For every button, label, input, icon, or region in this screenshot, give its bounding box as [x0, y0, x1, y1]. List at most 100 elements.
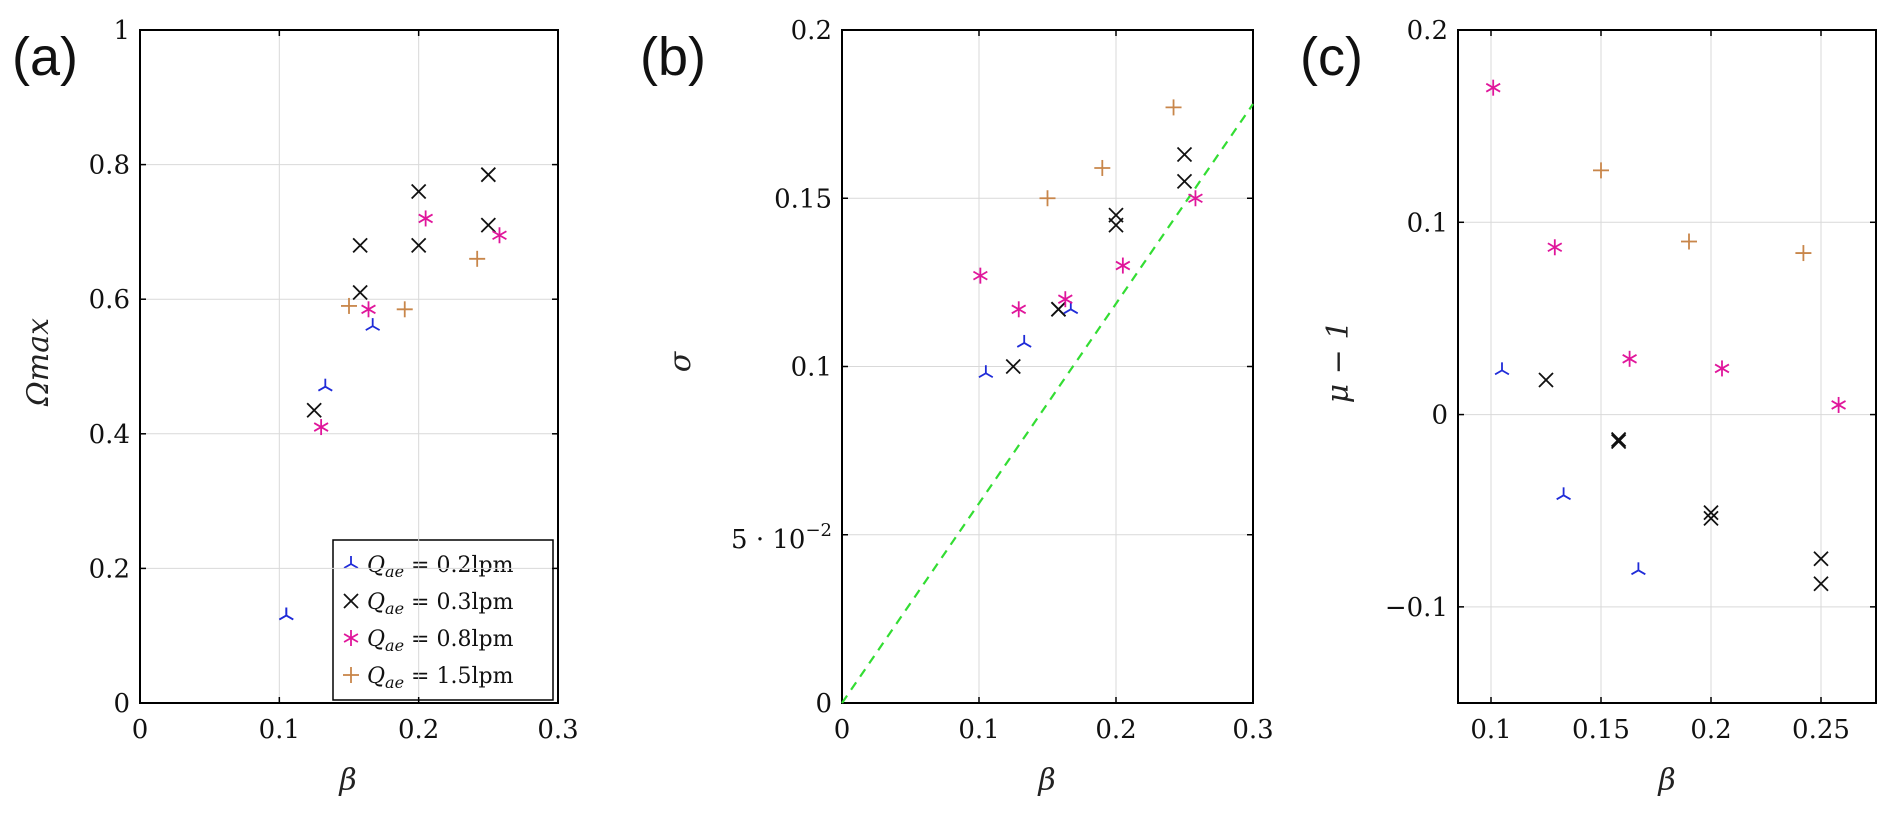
- panel-a-frame: [139, 29, 559, 704]
- panel-a-series-s15: [341, 250, 486, 318]
- panel-a-point-s15-1: [396, 301, 413, 318]
- panel-b: (b) β σ 0 0.1 0.2 0.3 0 5 · 10−2 0.1 0.15 0.2: [640, 16, 1274, 798]
- panel-b-series-s15: [1039, 99, 1182, 207]
- panel-c-point-s02-1: [1556, 487, 1571, 501]
- panel-a-legend-entry-s03: Qae = 0.3lpm: [367, 590, 514, 618]
- panel-c-ytick-label: 0: [1431, 401, 1448, 431]
- panel-c-point-s02-0: [1494, 362, 1510, 376]
- panel-a-legend-entry-s02: Qae = 0.2lpm: [367, 553, 514, 581]
- panel-c-series-s08: [1485, 79, 1846, 413]
- panel-a-point-s08-2: [418, 210, 434, 227]
- panel-a-series-s03: [306, 167, 496, 418]
- panel-b-point-s03-5: [1176, 173, 1193, 190]
- panel-b-point-s08-4: [1188, 190, 1203, 207]
- panel-b-ytick-label: 5 · 10−2: [731, 520, 832, 555]
- panel-c-point-s15-2: [1795, 245, 1812, 262]
- panel-c-grid: [1458, 29, 1876, 703]
- panel-a-ytick-label: 1: [113, 16, 130, 46]
- panel-c-xtick-label: 0.2: [1690, 715, 1731, 745]
- panel-b-point-s15-2: [1165, 99, 1182, 116]
- panel-a-point-s02-1: [317, 378, 333, 392]
- panel-b-point-s03-2: [1050, 301, 1067, 317]
- panel-a-ytick-label: 0: [113, 689, 130, 719]
- panel-a-ytick-label: 0.6: [89, 285, 130, 315]
- panel-b-ytick-label: 0.1: [791, 353, 832, 383]
- panel-a-legend-marker-s08-2: [343, 630, 359, 646]
- panel-a-point-s03-0: [306, 402, 322, 418]
- panel-b-xtick-label: 0.3: [1232, 715, 1273, 745]
- panel-c-xtick-label: 0.15: [1572, 715, 1630, 745]
- panel-c-point-s08-1: [1547, 239, 1563, 256]
- panel-a-xtick-label: 0.2: [398, 715, 439, 745]
- panel-b-xlabel: β: [1037, 763, 1055, 798]
- panel-c-xtick-label: 0.25: [1792, 715, 1850, 745]
- panel-a-point-s03-3: [411, 237, 427, 253]
- panel-c-ytick-label: 0.2: [1407, 16, 1448, 46]
- panel-a-xtick-label: 0: [132, 715, 149, 745]
- panel-b-ylabel: σ: [663, 350, 698, 372]
- panel-a-point-s02-2: [365, 318, 381, 331]
- panel-a-label: (a): [12, 27, 78, 87]
- panel-c-frame: [1457, 29, 1877, 704]
- panel-a-series-s08: [313, 210, 507, 436]
- panel-a-point-s03-4: [411, 183, 427, 200]
- panel-b-point-s03-6: [1176, 146, 1193, 163]
- panel-b-point-s03-4: [1108, 207, 1124, 223]
- panel-b-point-s08-1: [1011, 301, 1027, 318]
- panel-c-series-s15: [1593, 162, 1812, 262]
- panel-a-point-s02-3: [278, 607, 294, 621]
- panel-c-ytick-label: 0.1: [1407, 208, 1448, 238]
- panel-c-point-s08-3: [1714, 360, 1730, 377]
- panel-b-xtick-label: 0: [834, 715, 851, 745]
- panel-a-ytick-label: 0.8: [89, 151, 130, 181]
- panel-b-label: (b): [640, 27, 706, 87]
- panel-b-point-s15-1: [1094, 159, 1111, 176]
- panel-a-point-s15-2: [469, 250, 486, 267]
- panel-c-point-s03-0: [1538, 372, 1554, 388]
- panel-b-point-s08-0: [972, 267, 988, 284]
- panel-c-point-s03-6: [1813, 576, 1829, 592]
- panel-b-point-s02-1: [1016, 334, 1032, 348]
- panel-c-point-s08-2: [1622, 350, 1637, 367]
- panel-b-point-s02-0: [978, 365, 994, 379]
- panel-b-series-s02: [978, 301, 1079, 379]
- panel-a-legend-entry-s08: Qae = 0.8lpm: [367, 627, 514, 655]
- panel-a-ylabel: Ωmax: [21, 318, 56, 407]
- panel-c-point-s03-3: [1703, 505, 1719, 521]
- panel-a-point-s15-0: [341, 297, 357, 314]
- panel-a-xlabel: β: [338, 763, 356, 798]
- panel-c-ytick-label: −0.1: [1385, 593, 1448, 623]
- panel-c-label: (c): [1300, 27, 1363, 87]
- panel-a-xtick-label: 0.1: [259, 715, 300, 745]
- panel-b-series-s08: [972, 190, 1203, 318]
- panel-b-point-s08-3: [1115, 257, 1131, 274]
- panel-a-point-s03-2: [352, 237, 368, 253]
- panel-a-legend-marker-s03-1: [343, 593, 359, 609]
- panel-a: (a) β Ωmax Qae = 0.2lpm Qae = 0.3lpm Qae =…: [12, 16, 579, 798]
- panel-c-point-s08-4: [1831, 396, 1846, 413]
- panel-c-series-s02: [1494, 362, 1646, 576]
- panel-b-ytick-label: 0.15: [774, 184, 832, 214]
- panel-c-point-s03-2: [1610, 433, 1627, 450]
- panel-a-ytick-label: 0.4: [89, 420, 130, 450]
- panel-a-point-s03-5: [480, 217, 496, 233]
- panel-a-legend: Qae = 0.2lpm Qae = 0.3lpm Qae = 0.8lpm Qae …: [332, 539, 554, 701]
- panel-c-point-s03-5: [1813, 551, 1829, 567]
- panel-b-point-s03-0: [1005, 358, 1021, 375]
- panel-a-series-s02: [278, 318, 381, 621]
- panel-a-point-s03-6: [480, 167, 496, 183]
- panel-a-point-s08-3: [492, 227, 507, 244]
- panel-c-point-s02-2: [1631, 562, 1646, 576]
- panel-c-point-s15-0: [1593, 162, 1609, 179]
- panel-a-point-s08-1: [361, 301, 376, 318]
- panel-b-ytick-label: 0: [815, 689, 832, 719]
- panel-c-xlabel: β: [1657, 763, 1675, 798]
- panel-b-point-s08-2: [1057, 291, 1073, 308]
- panel-b-point-s15-0: [1039, 190, 1056, 207]
- panel-b-xtick-label: 0.1: [958, 715, 999, 745]
- panel-b-series-s03: [1005, 146, 1193, 375]
- panel-c-xtick-label: 0.1: [1470, 715, 1511, 745]
- panel-b-grid: [841, 29, 1254, 704]
- panel-a-ytick-label: 0.2: [89, 554, 130, 584]
